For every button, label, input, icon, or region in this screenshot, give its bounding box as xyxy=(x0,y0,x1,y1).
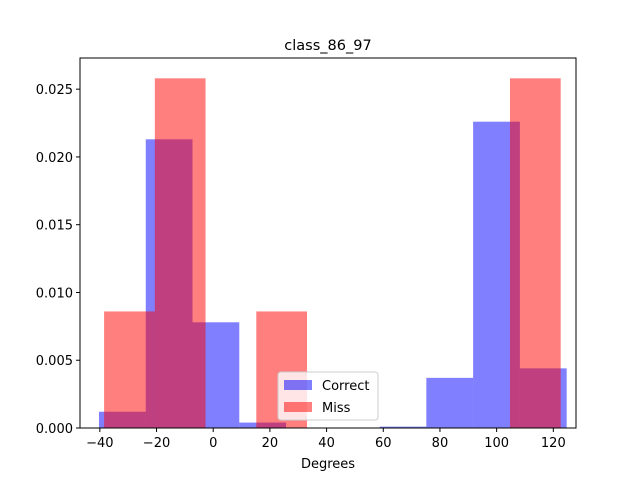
x-tick-label: 20 xyxy=(262,436,279,451)
y-tick-label: 0.010 xyxy=(36,286,73,301)
y-tick-label: 0.025 xyxy=(36,83,73,98)
chart-title: class_86_97 xyxy=(284,38,371,54)
x-tick-label: 80 xyxy=(432,436,449,451)
axes-frame xyxy=(79,57,577,429)
legend-label-miss: Miss xyxy=(322,401,351,416)
y-tick-label: 0.020 xyxy=(36,151,73,166)
legend-swatch-correct xyxy=(284,380,312,390)
legend-swatch-miss xyxy=(284,402,312,412)
x-tick-label: −20 xyxy=(143,436,170,451)
bar-miss-8 xyxy=(509,78,561,428)
legend-label-correct: Correct xyxy=(322,379,369,394)
bar-miss-1 xyxy=(154,78,206,428)
bar-correct-6 xyxy=(379,426,427,428)
y-tick-label: 0.015 xyxy=(36,219,73,234)
legend: Correct Miss xyxy=(277,371,379,421)
y-tick-label: 0.005 xyxy=(36,354,73,369)
x-tick-label: 40 xyxy=(318,436,335,451)
histogram-bars xyxy=(98,78,567,429)
x-axis-label: Degrees xyxy=(301,457,355,472)
y-tick-label: 0.000 xyxy=(36,422,73,437)
bar-correct-7 xyxy=(426,377,474,428)
x-tick-label: −40 xyxy=(86,436,113,451)
x-tick-label: 60 xyxy=(375,436,392,451)
x-axis-ticks: −40 −20 0 20 40 60 80 100 120 xyxy=(86,428,566,451)
x-tick-label: 0 xyxy=(209,436,217,451)
bar-miss-0 xyxy=(104,311,155,428)
y-axis-ticks: 0.000 0.005 0.010 0.015 0.020 0.025 xyxy=(36,83,80,437)
x-tick-label: 100 xyxy=(484,436,509,451)
x-tick-label: 120 xyxy=(541,436,566,451)
